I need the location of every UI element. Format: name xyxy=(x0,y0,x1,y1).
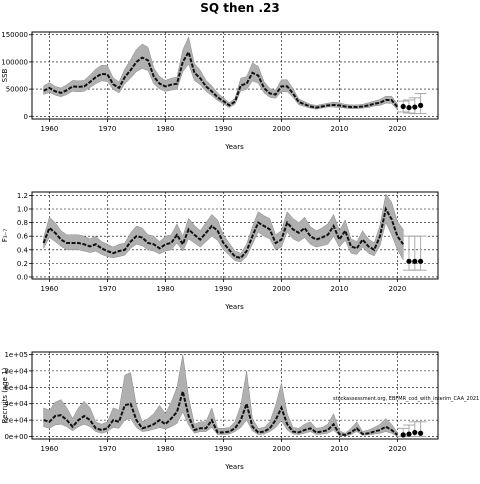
confidence-band xyxy=(43,36,398,111)
x-tick-label: 1990 xyxy=(214,285,232,293)
forecast-point xyxy=(400,103,406,110)
y-tick-label: 0 xyxy=(24,113,28,121)
y-tick-label: 1.2 xyxy=(17,192,28,200)
y-tick-label: 8e+04 xyxy=(4,367,28,375)
y-axis-label: Recruits (age 1) xyxy=(1,367,9,423)
y-tick-label: 0.4 xyxy=(17,246,29,254)
x-tick-label: 1970 xyxy=(98,125,116,133)
axes-frame xyxy=(31,191,439,280)
x-tick-label: 2000 xyxy=(272,125,290,133)
x-tick-label: 2020 xyxy=(388,125,406,133)
x-tick-label: 2020 xyxy=(388,445,406,453)
y-tick-label: 0.2 xyxy=(17,260,28,268)
forecast-point xyxy=(406,431,412,437)
x-axis-label: Years xyxy=(224,143,244,151)
x-tick-label: 2000 xyxy=(272,285,290,293)
y-tick-label: 4e+04 xyxy=(4,400,28,408)
y-tick-label: 50000 xyxy=(6,86,28,94)
x-tick-label: 1980 xyxy=(156,445,174,453)
x-tick-label: 1980 xyxy=(156,285,174,293)
estimate-line xyxy=(42,206,405,260)
x-tick-label: 2010 xyxy=(330,445,348,453)
confidence-band xyxy=(43,193,404,263)
forecast-point xyxy=(412,258,418,264)
forecast-point xyxy=(412,104,418,110)
y-tick-label: 6e+04 xyxy=(4,384,28,392)
y-axis-label: SSB xyxy=(1,68,9,82)
x-tick-label: 1990 xyxy=(214,445,232,453)
x-axis-label: Years xyxy=(224,463,244,471)
forecast-point xyxy=(406,258,412,264)
x-tick-label: 2010 xyxy=(330,125,348,133)
x-tick-label: 2010 xyxy=(330,285,348,293)
x-tick-label: 1970 xyxy=(98,285,116,293)
y-tick-label: 2e+04 xyxy=(4,417,28,425)
y-tick-label: 1e+05 xyxy=(4,351,28,359)
axes-frame xyxy=(31,351,439,440)
y-tick-label: 0e+00 xyxy=(4,433,28,441)
forecast-point xyxy=(406,104,412,111)
x-axis-label: Years xyxy=(224,303,244,311)
y-tick-label: 100000 xyxy=(1,58,28,66)
forecast-point xyxy=(412,429,418,436)
x-tick-label: 1960 xyxy=(40,285,58,293)
x-tick-label: 2020 xyxy=(388,285,406,293)
forecast-point xyxy=(400,432,406,438)
figure-title: SQ then .23 xyxy=(200,1,280,15)
source-note: stockassessment.org, EBFMR_cod_with_inte… xyxy=(333,396,479,402)
y-axis-label: F₃₋₇ xyxy=(1,229,9,243)
y-tick-label: 1.0 xyxy=(17,205,28,213)
y-tick-label: 0.0 xyxy=(17,273,28,281)
x-tick-label: 1960 xyxy=(40,125,58,133)
forecast-point xyxy=(418,258,424,264)
x-tick-label: 1980 xyxy=(156,125,174,133)
y-tick-label: 0.6 xyxy=(17,233,29,241)
panel-1: 1960 1970 1980 1990 2000 2010 2020 0 50000 100000… xyxy=(1,31,439,151)
x-tick-label: 1970 xyxy=(98,445,116,453)
axes-frame xyxy=(31,31,439,120)
x-tick-label: 1960 xyxy=(40,445,58,453)
panel-3: 1960 1970 1980 1990 2000 2010 2020 0e+00 2e+04 4e… xyxy=(1,351,439,471)
panel-2: 1960 1970 1980 1990 2000 2010 2020 0.0 0.2 0.4 0.6… xyxy=(1,191,439,311)
x-tick-label: 2000 xyxy=(272,445,290,453)
estimate-line xyxy=(43,49,399,109)
x-tick-label: 1990 xyxy=(214,125,232,133)
y-tick-label: 150000 xyxy=(1,31,28,39)
estimate-line xyxy=(43,387,399,436)
forecast-point xyxy=(418,430,424,436)
forecast-point xyxy=(418,102,424,109)
y-tick-label: 0.8 xyxy=(17,219,28,227)
